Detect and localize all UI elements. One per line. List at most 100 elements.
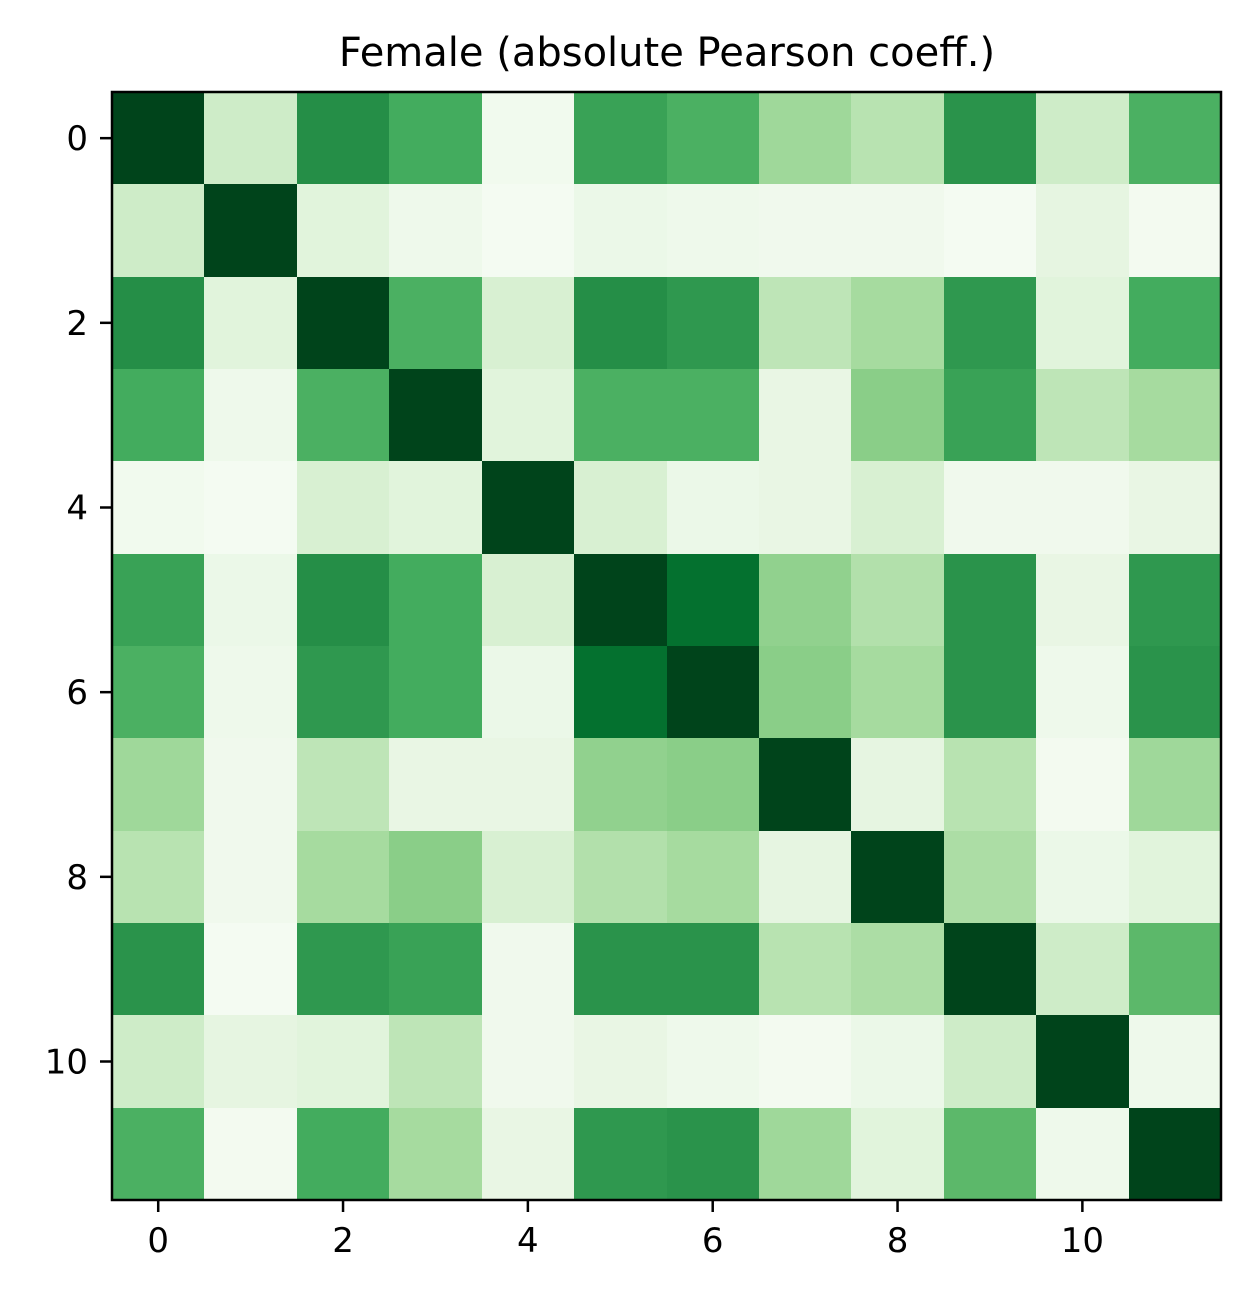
heatmap-cell-1-7 — [759, 184, 852, 278]
x-tick-label-2: 2 — [332, 1221, 354, 1261]
heatmap-cell-1-10 — [1036, 184, 1130, 278]
heatmap-cell-2-9 — [944, 277, 1037, 370]
heatmap-cell-8-9 — [944, 831, 1037, 924]
heatmap-cell-4-1 — [204, 461, 298, 555]
heatmap-cell-1-11 — [1129, 184, 1222, 278]
heatmap-cell-9-6 — [667, 923, 760, 1016]
heatmap-cell-8-4 — [482, 831, 575, 924]
heatmap-cell-7-9 — [944, 738, 1037, 832]
heatmap-cell-1-0 — [112, 184, 205, 278]
heatmap-cell-7-10 — [1036, 738, 1130, 832]
heatmap-cell-6-10 — [1036, 646, 1130, 739]
heatmap-cell-2-11 — [1129, 277, 1222, 370]
heatmap-cell-5-4 — [482, 554, 575, 647]
heatmap-cell-10-10 — [1036, 1015, 1130, 1109]
heatmap-cell-3-1 — [204, 369, 298, 462]
heatmap-cell-7-6 — [667, 738, 760, 832]
heatmap-cell-6-3 — [389, 646, 483, 739]
heatmap-cell-9-5 — [574, 923, 668, 1016]
heatmap-cell-3-5 — [574, 369, 668, 462]
heatmap-cell-2-8 — [851, 277, 945, 370]
heatmap-cell-9-9 — [944, 923, 1037, 1016]
heatmap-cell-4-0 — [112, 461, 205, 555]
heatmap-cell-0-5 — [574, 92, 668, 185]
heatmap-cell-6-11 — [1129, 646, 1222, 739]
heatmap-cell-6-6 — [667, 646, 760, 739]
y-axis-ticks: 0 2 4 6 8 10 — [45, 119, 112, 1083]
heatmap-cell-9-10 — [1036, 923, 1130, 1016]
heatmap-cell-0-6 — [667, 92, 760, 185]
heatmap-cell-6-1 — [204, 646, 298, 739]
heatmap-cell-6-0 — [112, 646, 205, 739]
heatmap-cell-9-4 — [482, 923, 575, 1016]
y-tick-label-0: 0 — [66, 119, 88, 159]
heatmap-cell-2-3 — [389, 277, 483, 370]
heatmap-cell-4-9 — [944, 461, 1037, 555]
y-tick-label-8: 8 — [66, 858, 88, 898]
heatmap-cells — [112, 92, 1222, 1201]
heatmap-cell-11-10 — [1036, 1108, 1130, 1201]
heatmap-cell-0-10 — [1036, 92, 1130, 185]
heatmap-cell-1-9 — [944, 184, 1037, 278]
heatmap-cell-11-6 — [667, 1108, 760, 1201]
heatmap-cell-11-1 — [204, 1108, 298, 1201]
heatmap-cell-2-5 — [574, 277, 668, 370]
heatmap-cell-11-2 — [297, 1108, 390, 1201]
y-tick-label-2: 2 — [66, 304, 88, 344]
heatmap-cell-1-3 — [389, 184, 483, 278]
heatmap-cell-7-5 — [574, 738, 668, 832]
heatmap-cell-6-4 — [482, 646, 575, 739]
heatmap-cell-5-3 — [389, 554, 483, 647]
heatmap-cell-0-2 — [297, 92, 390, 185]
heatmap-cell-4-6 — [667, 461, 760, 555]
heatmap-cell-0-9 — [944, 92, 1037, 185]
heatmap-cell-11-8 — [851, 1108, 945, 1201]
heatmap-cell-8-2 — [297, 831, 390, 924]
heatmap-cell-6-5 — [574, 646, 668, 739]
heatmap-cell-5-6 — [667, 554, 760, 647]
heatmap-cell-10-11 — [1129, 1015, 1222, 1109]
heatmap-cell-4-3 — [389, 461, 483, 555]
heatmap-cell-8-7 — [759, 831, 852, 924]
heatmap-cell-10-7 — [759, 1015, 852, 1109]
heatmap-cell-4-5 — [574, 461, 668, 555]
heatmap-cell-8-3 — [389, 831, 483, 924]
heatmap-cell-8-11 — [1129, 831, 1222, 924]
heatmap-cell-3-4 — [482, 369, 575, 462]
heatmap-cell-0-3 — [389, 92, 483, 185]
heatmap-cell-7-11 — [1129, 738, 1222, 832]
heatmap-cell-10-8 — [851, 1015, 945, 1109]
heatmap-cell-9-7 — [759, 923, 852, 1016]
heatmap-cell-7-7 — [759, 738, 852, 832]
heatmap-cell-2-6 — [667, 277, 760, 370]
heatmap-cell-8-8 — [851, 831, 945, 924]
heatmap-cell-5-1 — [204, 554, 298, 647]
heatmap-cell-5-7 — [759, 554, 852, 647]
heatmap-cell-4-10 — [1036, 461, 1130, 555]
heatmap-cell-4-11 — [1129, 461, 1222, 555]
heatmap-cell-0-7 — [759, 92, 852, 185]
heatmap-cell-3-8 — [851, 369, 945, 462]
heatmap-cell-10-1 — [204, 1015, 298, 1109]
heatmap-cell-0-0 — [112, 92, 205, 185]
heatmap-cell-4-7 — [759, 461, 852, 555]
x-tick-label-8: 8 — [887, 1221, 909, 1261]
heatmap-cell-8-6 — [667, 831, 760, 924]
y-tick-label-4: 4 — [66, 489, 88, 529]
heatmap-cell-2-7 — [759, 277, 852, 370]
heatmap-cell-3-0 — [112, 369, 205, 462]
heatmap-cell-6-8 — [851, 646, 945, 739]
heatmap-cell-7-8 — [851, 738, 945, 832]
heatmap-cell-5-5 — [574, 554, 668, 647]
heatmap-cell-0-1 — [204, 92, 298, 185]
heatmap-cell-4-8 — [851, 461, 945, 555]
heatmap-cell-5-11 — [1129, 554, 1222, 647]
heatmap-cell-0-11 — [1129, 92, 1222, 185]
heatmap-cell-7-4 — [482, 738, 575, 832]
heatmap-cell-11-5 — [574, 1108, 668, 1201]
heatmap-cell-6-7 — [759, 646, 852, 739]
heatmap-cell-3-7 — [759, 369, 852, 462]
heatmap-cell-10-0 — [112, 1015, 205, 1109]
heatmap-cell-10-6 — [667, 1015, 760, 1109]
heatmap-cell-1-5 — [574, 184, 668, 278]
